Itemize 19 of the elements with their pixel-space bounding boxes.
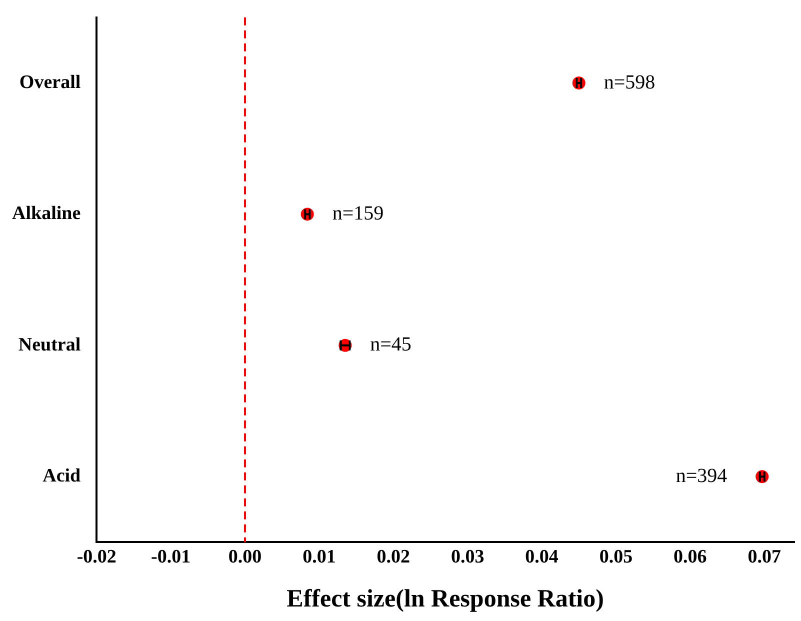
x-tick-label: 0.03 (450, 546, 484, 568)
x-tick-label: 0.04 (525, 546, 559, 568)
y-tick-label: Overall (19, 72, 81, 93)
annotation: n=394 (676, 464, 728, 487)
x-axis-title: Effect size(ln Response Ratio) (286, 585, 604, 612)
x-tick-label: 0.01 (302, 546, 336, 568)
y-tick-label: Neutral (18, 334, 81, 356)
annotation: n=598 (604, 71, 656, 94)
annotation: n=159 (332, 202, 384, 224)
annotation: n=45 (370, 334, 412, 356)
x-tick-label: -0.02 (76, 546, 116, 568)
x-tick-label: -0.01 (151, 546, 191, 568)
x-tick-label: 0.02 (376, 546, 410, 568)
x-tick-label: 0.00 (228, 546, 262, 568)
x-tick-label: 0.07 (748, 546, 782, 568)
x-tick-label: 0.05 (599, 546, 633, 568)
x-tick-label: 0.06 (674, 546, 707, 568)
y-tick-label: Acid (42, 466, 82, 487)
y-tick-label: Alkaline (12, 203, 81, 224)
